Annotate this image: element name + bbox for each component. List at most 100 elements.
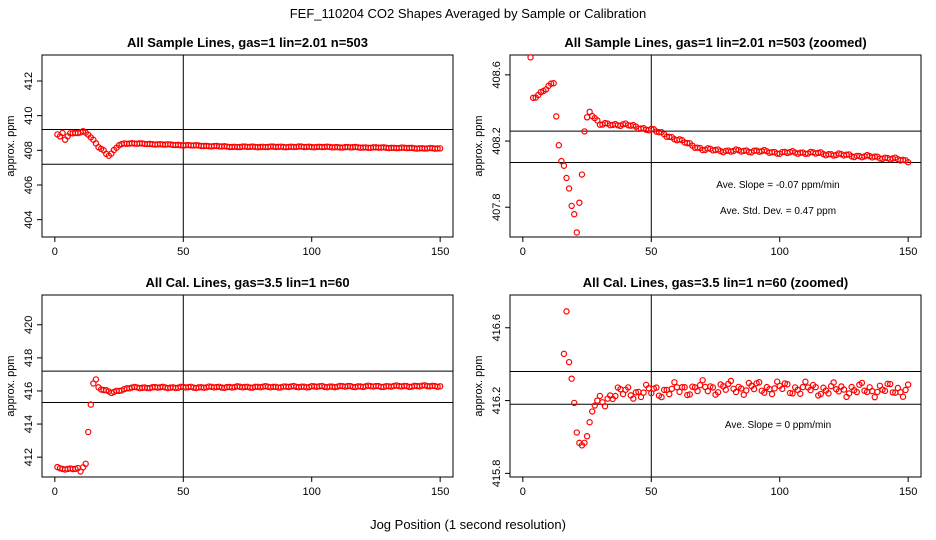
plot-frame <box>509 294 922 478</box>
data-point <box>722 386 729 393</box>
data-point <box>899 156 907 164</box>
data-point <box>799 383 807 391</box>
series-points <box>54 127 444 159</box>
data-point <box>660 386 668 394</box>
y-tick-label: 412 <box>23 448 35 466</box>
data-point <box>732 146 740 153</box>
data-point <box>434 145 441 152</box>
figure-xlabel: Jog Position (1 second resolution) <box>370 517 566 532</box>
panel-1: All Sample Lines, gas=1 lin=2.01 n=503 0 5… <box>5 35 454 258</box>
data-point <box>743 387 750 394</box>
data-point <box>684 139 691 147</box>
data-point <box>565 185 573 192</box>
plot-frame <box>41 54 454 238</box>
data-point <box>727 148 735 155</box>
data-point <box>671 379 678 386</box>
annotation: Ave. Slope = 0 ppm/min <box>725 420 831 431</box>
panel-3: All Cal. Lines, gas=3.5 lin=1 n=60 0 50 100… <box>5 275 454 498</box>
data-point <box>694 144 701 151</box>
data-point <box>632 389 640 396</box>
data-point <box>899 393 907 400</box>
data-point <box>573 229 580 236</box>
data-point <box>581 439 588 446</box>
data-point <box>630 395 637 402</box>
x-tick-label: 100 <box>303 486 321 498</box>
x-tick-label: 100 <box>771 246 789 258</box>
data-point <box>558 157 565 165</box>
x-tick-label: 150 <box>431 486 449 498</box>
y-tick-label: 404 <box>23 210 35 228</box>
y-axis-label: approx. ppm <box>5 115 17 176</box>
data-point <box>681 384 688 391</box>
data-point <box>817 390 825 398</box>
data-point <box>871 393 878 401</box>
data-point <box>563 174 570 182</box>
data-point <box>902 386 909 394</box>
data-point <box>586 419 593 426</box>
data-point <box>560 350 568 358</box>
data-point <box>571 399 578 407</box>
data-point <box>845 390 853 397</box>
data-point <box>874 388 881 396</box>
data-point <box>653 384 660 391</box>
x-tick-label: 50 <box>645 246 657 258</box>
data-point <box>737 385 745 392</box>
data-point <box>436 145 444 152</box>
data-point <box>761 389 768 396</box>
data-point <box>802 378 809 385</box>
panel-title: All Sample Lines, gas=1 lin=2.01 n=503 (… <box>564 35 866 50</box>
data-point <box>583 114 591 121</box>
x-tick-label: 0 <box>52 246 58 258</box>
y-tick-label: 408.2 <box>491 127 503 155</box>
data-point <box>727 377 735 385</box>
y-tick-label: 408.6 <box>491 61 503 89</box>
data-point <box>547 80 555 87</box>
data-point <box>59 129 66 137</box>
data-point <box>563 308 570 315</box>
data-point <box>658 393 665 401</box>
annotation: Ave. Slope = -0.07 ppm/min <box>716 180 840 191</box>
panel-title: All Cal. Lines, gas=3.5 lin=1 n=60 (zoom… <box>583 275 849 290</box>
data-point <box>666 133 673 141</box>
data-point <box>750 385 758 393</box>
data-point <box>704 145 711 152</box>
data-point <box>853 388 860 396</box>
series-points <box>527 54 912 236</box>
panel-2: All Sample Lines, gas=1 lin=2.01 n=503 (… <box>473 35 922 258</box>
data-point <box>571 211 578 218</box>
y-axis-label: approx. ppm <box>473 115 485 176</box>
data-point <box>904 381 912 388</box>
data-point <box>578 171 586 178</box>
panel-4: All Cal. Lines, gas=3.5 lin=1 n=60 (zoom… <box>473 275 922 498</box>
y-tick-label: 418 <box>23 349 35 367</box>
data-point <box>830 152 837 159</box>
x-tick-label: 100 <box>771 486 789 498</box>
data-point <box>648 125 655 133</box>
data-point <box>881 387 889 395</box>
data-point <box>612 392 619 400</box>
x-tick-label: 0 <box>52 486 58 498</box>
data-point <box>694 387 701 395</box>
data-point <box>555 142 563 149</box>
data-point <box>601 403 609 410</box>
y-tick-label: 410 <box>23 106 35 124</box>
data-point <box>904 159 912 166</box>
data-point <box>771 385 778 392</box>
data-point <box>784 381 791 388</box>
x-tick-label: 150 <box>431 246 449 258</box>
data-point <box>678 384 686 391</box>
x-tick-label: 0 <box>520 246 526 258</box>
data-point <box>704 387 711 395</box>
data-point <box>565 358 573 366</box>
data-point <box>668 385 676 392</box>
data-point <box>789 390 796 397</box>
data-point <box>886 380 894 388</box>
data-point <box>581 128 588 135</box>
data-point <box>529 94 537 102</box>
data-point <box>830 379 837 386</box>
data-point <box>825 390 832 397</box>
data-point <box>624 384 632 391</box>
x-tick-label: 50 <box>177 486 189 498</box>
x-tick-label: 150 <box>899 246 917 258</box>
data-point <box>640 389 647 396</box>
